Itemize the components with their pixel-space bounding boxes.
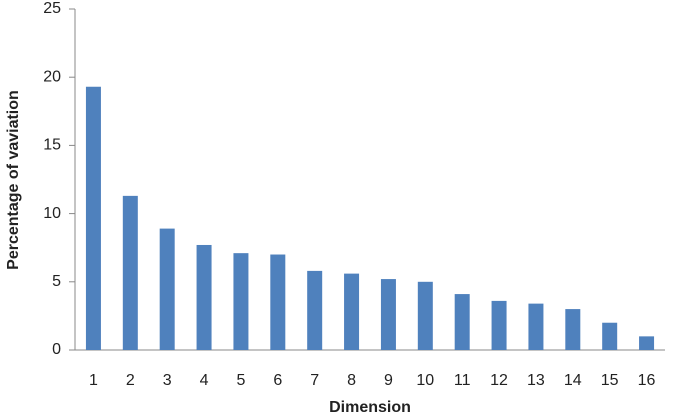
bar: [307, 270, 323, 350]
x-tick-label: 6: [273, 372, 282, 389]
bar: [417, 281, 433, 350]
x-tick-label: 15: [601, 372, 619, 389]
x-tick-label: 1: [89, 372, 98, 389]
y-tick-label: 0: [52, 341, 61, 358]
y-axis-title: Percentage of vaviation: [5, 90, 22, 270]
x-tick-label: 14: [564, 372, 582, 389]
bar: [233, 253, 249, 350]
x-tick-label: 13: [527, 372, 545, 389]
bar: [454, 294, 470, 350]
bar: [528, 303, 544, 350]
x-tick-label: 5: [236, 372, 245, 389]
bar: [602, 322, 618, 350]
bar: [639, 336, 655, 350]
x-tick-label: 2: [126, 372, 135, 389]
x-tick-label: 9: [384, 372, 393, 389]
x-tick-label: 12: [490, 372, 508, 389]
x-tick-label: 8: [347, 372, 356, 389]
bar: [196, 244, 212, 350]
bar: [122, 195, 138, 350]
bar: [380, 279, 396, 350]
bar: [159, 228, 175, 350]
y-tick-label: 5: [52, 273, 61, 290]
bar: [270, 254, 286, 350]
x-tick-label: 10: [416, 372, 434, 389]
x-tick-label: 11: [454, 372, 471, 389]
y-tick-label: 10: [43, 205, 61, 222]
x-tick-label: 7: [310, 372, 319, 389]
y-tick-label: 15: [43, 137, 61, 154]
bar: [344, 273, 360, 350]
bar: [565, 309, 581, 350]
x-tick-label: 3: [163, 372, 172, 389]
bar: [491, 300, 507, 350]
x-tick-label: 16: [638, 372, 656, 389]
x-axis-title: Dimension: [329, 399, 411, 416]
y-tick-label: 20: [43, 68, 61, 85]
y-tick-label: 25: [43, 0, 61, 17]
bar: [85, 86, 101, 351]
x-tick-label: 4: [200, 372, 209, 389]
